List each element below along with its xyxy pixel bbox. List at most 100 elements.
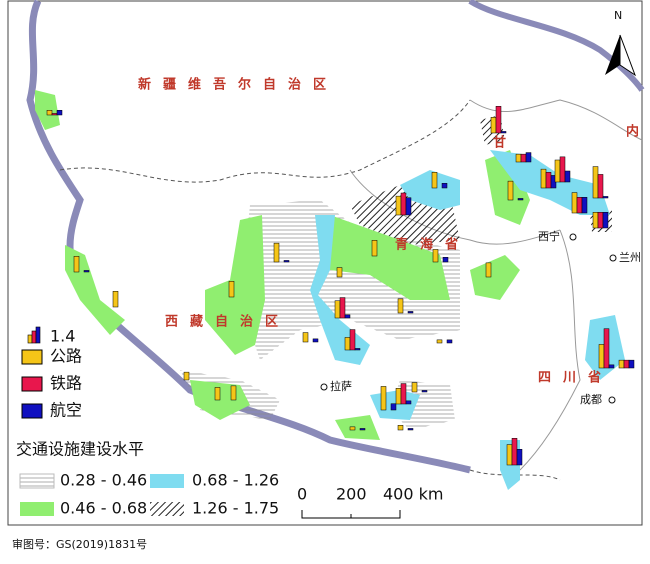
transport-bar [273, 242, 280, 263]
transport-bar [112, 291, 119, 308]
transport-bar [400, 383, 407, 405]
transport-bar [554, 159, 561, 183]
city-label: 成都 [580, 393, 602, 406]
scale-label: 200 [336, 485, 367, 504]
transport-bar [380, 386, 387, 411]
transport-bar [334, 300, 341, 319]
transport-bar [371, 240, 378, 257]
city-label: 兰州 [619, 251, 641, 264]
transport-bar [283, 260, 290, 263]
legend-swatches [19, 326, 184, 516]
transport-bar [517, 198, 524, 201]
transport-bar [628, 359, 635, 369]
transport-bar [405, 197, 412, 216]
transport-bar [390, 403, 397, 411]
transport-bar [344, 337, 351, 351]
transport-bar [485, 262, 492, 278]
transport-bar [525, 152, 532, 163]
transport-bar [603, 328, 610, 369]
legend-label: 铁路 [50, 374, 82, 393]
transport-bar [336, 267, 343, 278]
legend-label: 航空 [50, 401, 82, 420]
transport-bar [540, 168, 547, 189]
transport-bar [395, 388, 402, 405]
region-label: 甘 [493, 135, 518, 151]
region-label: 内 [626, 124, 650, 140]
transport-bar [302, 332, 309, 343]
transport-bar [446, 339, 453, 344]
transport-bar [602, 196, 609, 199]
city-markers [320, 233, 617, 404]
north-arrow [605, 34, 637, 77]
legend-label: 公路 [50, 347, 82, 366]
transport-bar [312, 338, 319, 343]
transport-bar [397, 298, 404, 314]
transport-bar [592, 166, 599, 199]
transport-bar [395, 195, 402, 216]
transport-bar [506, 444, 513, 466]
transport-bar [400, 192, 407, 216]
transport-bar [407, 428, 414, 431]
transport-bar [73, 256, 80, 273]
region-label: 西藏自治区 [165, 314, 290, 330]
transport-bar [51, 113, 58, 116]
approval-number: 审图号：GS(2019)1831号 [12, 537, 147, 551]
transport-bar [495, 106, 502, 134]
transport-bar [344, 314, 351, 319]
transport-bar [592, 212, 599, 229]
transport-bar [520, 153, 527, 163]
transport-bar [183, 371, 190, 381]
transport-bar [407, 311, 414, 314]
transport-bar [490, 117, 497, 134]
scale-label: 0 [297, 485, 307, 504]
transport-bar [576, 197, 583, 214]
region-label: 新疆维吾尔自治区 [138, 77, 338, 93]
transport-bar [597, 174, 604, 199]
transport-bar [581, 197, 588, 214]
transport-bar [214, 387, 221, 401]
transport-bar [436, 339, 443, 344]
transport-bar [500, 131, 507, 134]
transport-bar [411, 382, 418, 393]
transport-bar [56, 110, 63, 116]
transport-bar [545, 172, 552, 189]
transport-bar [608, 364, 615, 369]
scale-label: 400 km [383, 485, 443, 504]
transport-bar [397, 425, 404, 431]
transport-bar [230, 385, 237, 401]
legend-title: 交通设施建设水平 [16, 440, 144, 459]
north-label: N [614, 9, 622, 22]
scale-bar [301, 510, 401, 519]
transport-bar [46, 110, 53, 116]
transport-bar [559, 156, 566, 183]
transport-bar [597, 212, 604, 229]
legend-label: 0.46 - 0.68 [60, 499, 147, 518]
transport-bar [349, 329, 356, 351]
transport-bar [564, 170, 571, 183]
transport-bar [349, 426, 356, 431]
legend-label: 0.68 - 1.26 [192, 471, 279, 490]
transport-bar [354, 348, 361, 351]
transport-bar [83, 270, 90, 273]
transport-bar [571, 192, 578, 214]
city-label: 拉萨 [330, 379, 352, 393]
transport-bar [515, 153, 522, 163]
region-label: 四川省 [538, 370, 613, 386]
transport-bar [602, 212, 609, 229]
transport-bar [421, 390, 428, 393]
transport-bar [516, 449, 523, 466]
legend-label: 1.4 [50, 327, 75, 346]
transport-bar [432, 249, 439, 263]
region-label: 青海省 [395, 237, 470, 253]
transport-bar [442, 257, 449, 263]
transport-bar [431, 172, 438, 189]
transport-bar [228, 281, 235, 298]
transport-bar [339, 297, 346, 319]
transport-bar [507, 180, 514, 201]
transport-bar [511, 438, 518, 466]
transport-bar [441, 183, 448, 189]
transport-bar [623, 359, 630, 369]
city-label: 西宁 [538, 229, 560, 243]
legend-label: 1.26 - 1.75 [192, 499, 279, 518]
